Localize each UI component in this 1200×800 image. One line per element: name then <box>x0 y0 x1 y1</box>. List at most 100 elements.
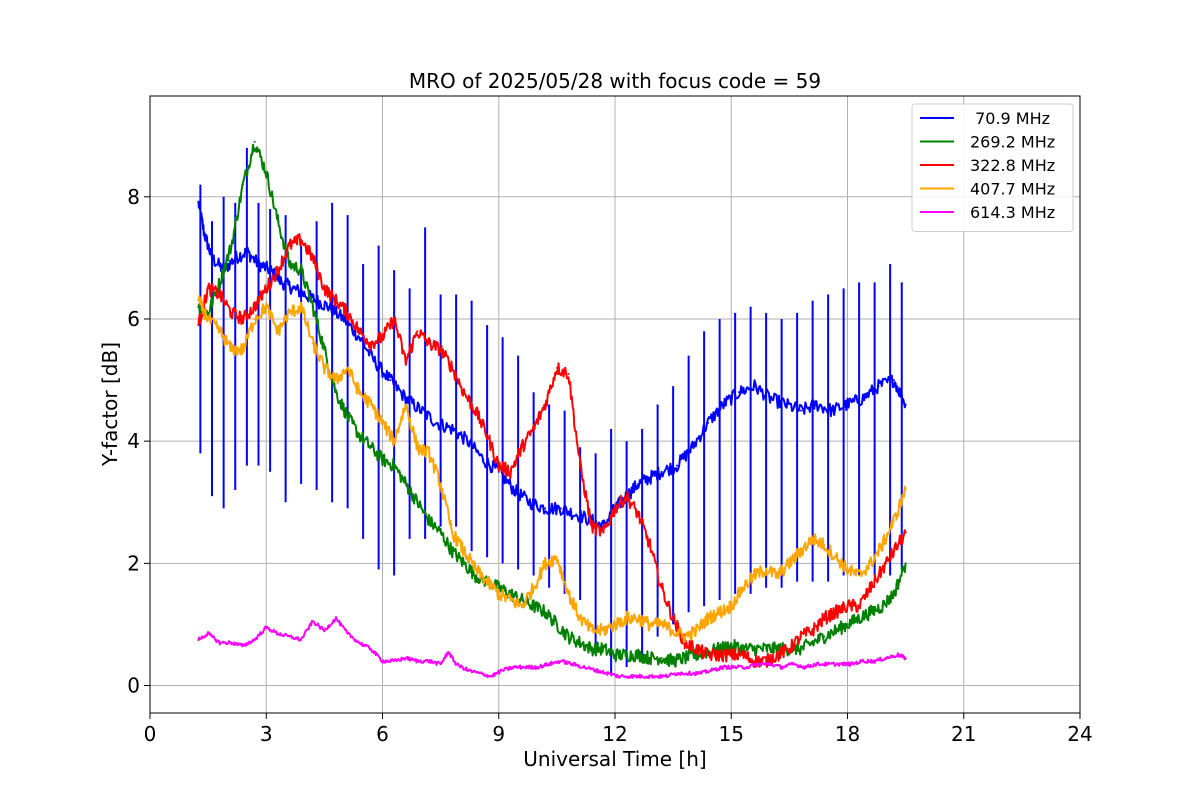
data-point <box>242 644 244 647</box>
data-point <box>718 653 721 656</box>
data-point <box>490 675 492 678</box>
data-point <box>707 617 709 620</box>
data-point <box>276 269 279 272</box>
data-point <box>745 666 748 669</box>
data-point <box>695 647 698 650</box>
data-point <box>788 647 791 650</box>
data-point <box>641 675 644 678</box>
data-point <box>904 657 907 660</box>
data-point <box>691 446 694 449</box>
x-tick-label: 21 <box>951 722 976 746</box>
x-axis-label: Universal Time [h] <box>523 747 706 771</box>
data-point <box>311 256 314 259</box>
data-point <box>660 586 663 589</box>
data-point <box>614 623 616 626</box>
data-point <box>462 550 465 553</box>
data-point <box>625 617 628 620</box>
data-point <box>730 653 733 656</box>
series-line-322-8-mhz <box>197 233 907 669</box>
data-point <box>393 440 396 443</box>
data-point <box>416 330 419 333</box>
data-point <box>555 556 558 559</box>
data-point <box>369 446 372 449</box>
series-269-2-mhz <box>197 140 907 668</box>
data-point <box>869 611 872 614</box>
data-point <box>230 311 233 314</box>
data-point <box>548 663 551 666</box>
data-point <box>594 669 597 672</box>
data-point <box>428 452 430 455</box>
data-point <box>455 663 458 666</box>
data-point <box>524 666 527 669</box>
data-point <box>265 626 268 629</box>
data-point <box>346 415 349 418</box>
data-point <box>513 489 516 492</box>
data-point <box>602 531 605 534</box>
data-point <box>230 244 233 247</box>
data-point <box>300 269 303 272</box>
data-point <box>288 635 291 638</box>
data-point <box>447 650 450 653</box>
data-point <box>838 663 841 666</box>
data-point <box>439 482 442 485</box>
series-614-3-mhz <box>197 616 907 680</box>
data-point <box>699 672 702 675</box>
data-point <box>637 617 640 620</box>
data-point <box>369 647 372 650</box>
data-point <box>590 647 593 650</box>
data-point <box>567 592 570 595</box>
data-point <box>648 623 651 626</box>
data-point <box>323 366 326 369</box>
data-point <box>428 660 430 663</box>
data-point <box>583 666 585 669</box>
data-point <box>846 623 849 626</box>
data-point <box>722 403 725 406</box>
data-point <box>416 446 419 449</box>
data-point <box>881 605 884 608</box>
data-point <box>358 641 361 644</box>
data-point <box>528 501 531 504</box>
data-point <box>765 647 768 650</box>
data-point <box>451 531 454 534</box>
data-point <box>389 379 392 382</box>
data-point <box>614 507 616 510</box>
data-point <box>741 647 744 650</box>
data-point <box>858 574 861 577</box>
data-point <box>478 672 481 675</box>
data-point <box>451 366 454 369</box>
data-point <box>242 348 244 351</box>
data-point <box>513 666 516 669</box>
data-point <box>474 568 477 571</box>
data-point <box>466 440 469 443</box>
series-line-269-2-mhz <box>197 143 907 668</box>
data-point <box>381 458 384 461</box>
data-point <box>823 617 826 620</box>
data-point <box>404 360 407 363</box>
data-point <box>753 660 756 663</box>
data-point <box>722 666 725 669</box>
x-tick-label: 18 <box>835 722 860 746</box>
data-point <box>203 232 206 235</box>
x-axis: 0 3 6 9 12 15 18 21 24 <box>144 713 1093 746</box>
data-point <box>800 635 802 638</box>
data-point <box>439 531 442 534</box>
data-point <box>276 632 279 635</box>
data-point <box>869 562 872 565</box>
data-point <box>393 464 396 467</box>
data-point <box>858 617 861 620</box>
data-point <box>831 409 833 412</box>
data-point <box>823 635 826 638</box>
data-point <box>428 519 430 522</box>
data-point <box>858 605 861 608</box>
data-point <box>803 666 806 669</box>
x-tick-label: 6 <box>376 722 389 746</box>
y-tick-label: 8 <box>127 185 140 209</box>
data-point <box>730 605 733 608</box>
data-point <box>683 657 686 660</box>
data-point <box>904 489 907 492</box>
data-point <box>323 348 326 351</box>
data-point <box>672 629 675 632</box>
data-point <box>625 495 628 498</box>
data-point <box>637 482 640 485</box>
